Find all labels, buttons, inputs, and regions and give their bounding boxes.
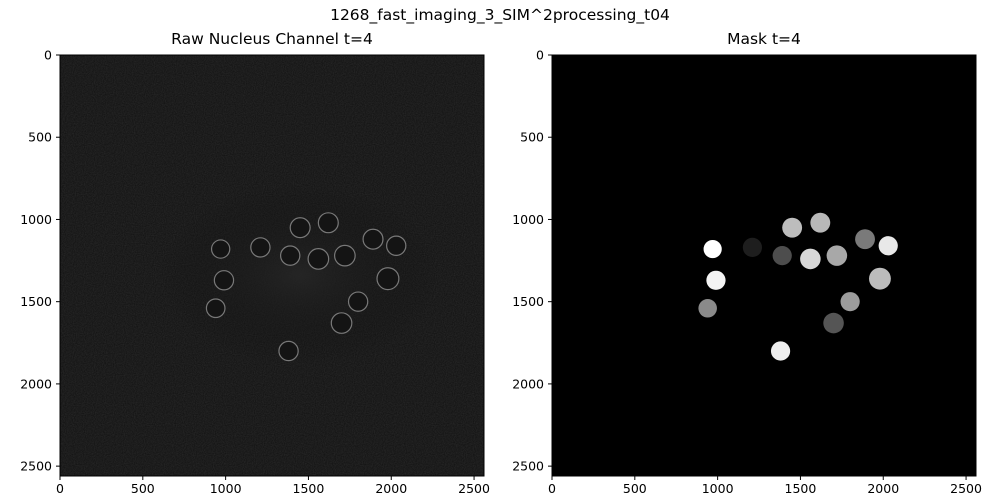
x-tick-label: 2500 <box>950 481 982 496</box>
nucleus-mask <box>878 236 898 256</box>
y-tick-label: 500 <box>520 130 544 145</box>
nucleus-masks <box>698 212 898 361</box>
nucleus-ring <box>330 312 353 334</box>
raw-image-axes: 0 500 1000 1500 2000 2500 0 500 1000 1500 2000 250… <box>20 48 490 497</box>
x-tick-label: 2000 <box>867 481 899 496</box>
nucleus-ring <box>278 340 299 362</box>
y-tick-label: 2000 <box>20 376 52 391</box>
nucleus-ring <box>205 298 226 319</box>
raw-y-axis: 0 500 1000 1500 2000 2500 <box>20 48 60 474</box>
y-tick-label: 2000 <box>512 376 544 391</box>
nucleus-mask <box>826 245 848 266</box>
nucleus-ring <box>376 267 400 291</box>
nucleus-mask <box>810 212 831 233</box>
nucleus-ring <box>250 237 271 258</box>
nucleus-mask <box>698 298 717 318</box>
nucleus-mask <box>869 267 891 290</box>
mask-image-axes: 0 500 1000 1500 2000 2500 0 500 1000 1500 2000 250… <box>512 48 982 497</box>
y-tick-label: 1500 <box>20 294 52 309</box>
raw-x-axis: 0 500 1000 1500 2000 2500 <box>56 476 490 496</box>
nucleus-mask <box>800 248 821 270</box>
x-tick-label: 1000 <box>210 481 242 496</box>
x-tick-label: 0 <box>548 481 556 496</box>
y-tick-label: 500 <box>28 130 52 145</box>
x-tick-label: 1500 <box>785 481 817 496</box>
nucleus-rings <box>205 212 407 362</box>
y-tick-label: 2500 <box>20 459 52 474</box>
nucleus-mask <box>840 292 860 312</box>
nucleus-mask <box>782 217 803 238</box>
y-tick-label: 0 <box>536 48 544 63</box>
nucleus-mask <box>772 246 792 266</box>
nucleus-ring <box>334 244 356 267</box>
x-tick-label: 0 <box>56 481 64 496</box>
mask-image <box>552 55 976 476</box>
x-tick-label: 1500 <box>293 481 325 496</box>
nucleus-ring <box>210 239 231 259</box>
y-tick-label: 1000 <box>20 212 52 227</box>
y-tick-label: 2500 <box>512 459 544 474</box>
nucleus-mask <box>742 237 763 258</box>
nucleus-ring <box>317 212 339 234</box>
nucleus-mask <box>703 239 722 259</box>
x-tick-label: 2500 <box>458 481 490 496</box>
nucleus-ring <box>386 235 407 256</box>
x-tick-label: 2000 <box>375 481 407 496</box>
nucleus-ring <box>213 270 235 291</box>
mask-y-axis: 0 500 1000 1500 2000 2500 <box>512 48 552 474</box>
nucleus-ring <box>280 245 301 266</box>
x-tick-label: 500 <box>623 481 647 496</box>
nucleus-mask <box>706 270 726 290</box>
nucleus-ring <box>347 291 369 312</box>
mask-x-axis: 0 500 1000 1500 2000 2500 <box>548 476 982 496</box>
nucleus-mask <box>823 312 844 334</box>
y-tick-label: 1500 <box>512 294 544 309</box>
nucleus-ring <box>289 217 311 239</box>
x-tick-label: 500 <box>131 481 155 496</box>
nucleus-mask <box>855 229 875 250</box>
nucleus-ring <box>307 248 330 270</box>
figure-title: 1268_fast_imaging_3_SIM^2processing_t04 <box>330 6 670 24</box>
panel-title-raw: Raw Nucleus Channel t=4 <box>171 30 373 48</box>
nucleus-mask <box>770 341 791 361</box>
nucleus-ring <box>362 228 384 250</box>
y-tick-label: 0 <box>44 48 52 63</box>
y-tick-label: 1000 <box>512 212 544 227</box>
panel-title-mask: Mask t=4 <box>727 30 801 48</box>
x-tick-label: 1000 <box>702 481 734 496</box>
